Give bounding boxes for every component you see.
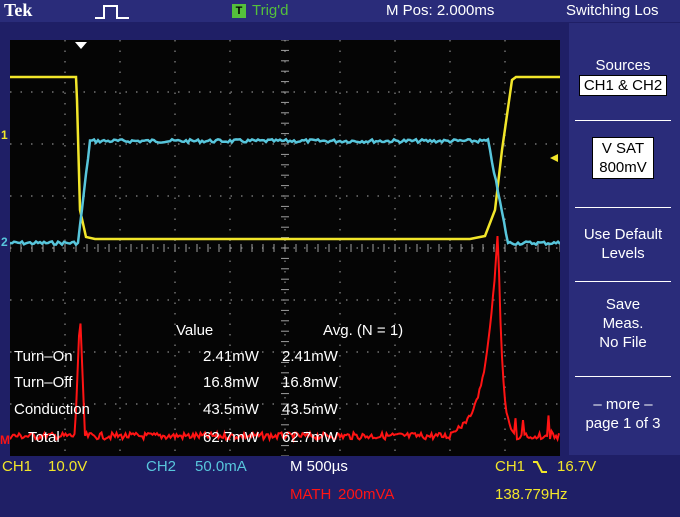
page-indicator: page 1 of 3 [585,415,661,432]
top-status-bar: Tek T Trig'd M Pos: 2.000ms Switching Lo… [0,0,680,22]
bottom-readout-bar: CH1 10.0V CH2 50.0mA M 500µs CH1 16.7V M… [0,456,680,517]
measurement-row-avg: 62.7mW [282,429,338,446]
save-label-line3: No File [599,334,647,351]
measurement-header-value: Value [176,322,214,339]
measurement-row-value: 62.7mW [203,429,259,446]
ch2-scale: 50.0mA [195,458,247,475]
use-default-levels-button[interactable]: Use Default Levels [569,225,677,263]
trigger-status: Trig'd [252,2,289,19]
measurement-row-label: Total [28,429,60,446]
ch2-waveform [10,137,560,247]
measurement-row-avg: 16.8mW [282,374,338,391]
ch1-label: CH1 [2,458,33,475]
ch2-label: CH2 [146,458,177,475]
menu-divider [575,376,671,377]
math-label: MATH [290,486,332,503]
math-reference-marker: M [0,433,10,447]
sources-label: Sources [595,57,651,74]
menu-divider [575,120,671,121]
measurement-row-label: Conduction [14,401,90,418]
math-waveform [10,236,560,444]
waveform-display: Value Avg. (N = 1) Turn–On 2.41mW 2.41mW… [10,40,560,456]
use-default-label-line2: Levels [601,245,645,262]
vsat-value: 800mV [599,159,647,176]
waveform-canvas [10,40,560,456]
more-label: – more – [593,396,653,413]
ch1-waveform [10,75,560,241]
menu-title: Switching Los [566,2,659,19]
trigger-position-marker-icon [75,42,87,49]
ch1-scale: 10.0V [48,458,88,475]
ch1-reference-marker: 1 [1,128,8,142]
trigger-badge-icon: T [232,4,246,18]
main-position-readout: M Pos: 2.000ms [386,2,495,19]
measurement-row-avg: 2.41mW [282,348,338,365]
measurement-row-label: Turn–On [14,348,73,365]
acquisition-run-icon [95,5,129,19]
save-label-line1: Save [605,296,641,313]
more-button[interactable]: – more – page 1 of 3 [569,395,677,433]
save-label-line2: Meas. [602,315,644,332]
measurement-header-avg: Avg. (N = 1) [323,322,404,339]
side-menu: Sources CH1 & CH2 V SAT 800mV Use Defaul… [569,23,680,455]
vsat-button[interactable]: V SAT 800mV [569,137,677,179]
math-scale: 200mVA [338,486,395,503]
falling-edge-icon [533,461,547,473]
brand-logo: Tek [4,0,33,20]
measurement-row-value: 16.8mW [203,374,259,391]
frequency-readout: 138.779Hz [495,486,568,503]
trigger-source: CH1 [495,458,526,475]
use-default-label-line1: Use Default [583,226,663,243]
save-measurements-button[interactable]: Save Meas. No File [569,295,677,352]
sources-button[interactable]: Sources CH1 & CH2 [569,56,677,96]
measurement-row-label: Turn–Off [14,374,73,391]
measurement-row-value: 2.41mW [203,348,259,365]
graticule [10,40,560,456]
trigger-level-marker-icon [550,154,558,162]
sources-value: CH1 & CH2 [578,75,668,96]
menu-divider [575,207,671,208]
measurement-row-value: 43.5mW [203,401,259,418]
timebase-readout: M 500µs [290,458,348,475]
measurement-row-avg: 43.5mW [282,401,338,418]
menu-divider [575,281,671,282]
trigger-level: 16.7V [557,458,597,475]
vsat-label: V SAT [601,140,645,157]
ch2-reference-marker: 2 [1,235,8,249]
